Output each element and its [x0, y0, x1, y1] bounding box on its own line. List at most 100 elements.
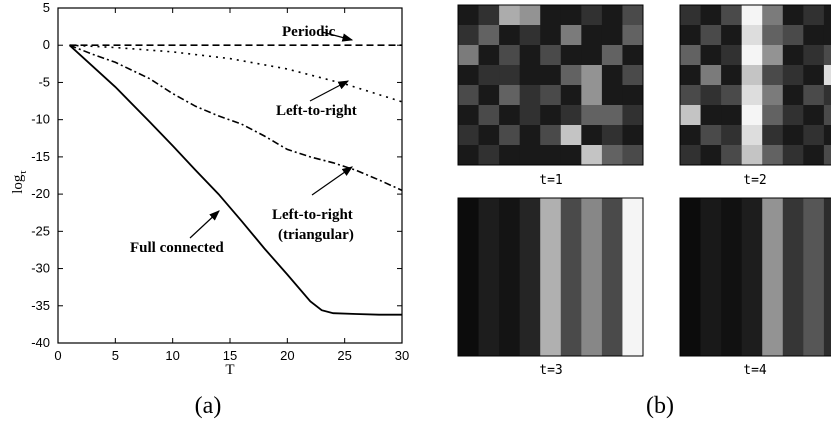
- heatmap-cell: [741, 105, 763, 126]
- heatmap-4: t=4: [679, 197, 831, 378]
- x-tick-label: 0: [54, 348, 61, 363]
- heatmap-column: [458, 198, 480, 356]
- y-tick-label: -35: [31, 298, 50, 313]
- heatmap-cell: [721, 25, 743, 46]
- heatmap-cell: [721, 45, 743, 66]
- x-tick-label: 30: [395, 348, 409, 363]
- heatmap-cell: [762, 125, 784, 146]
- heatmap-cell: [560, 45, 582, 66]
- heatmap-cell: [581, 65, 603, 86]
- heatmap-cell: [803, 85, 825, 106]
- heatmap-cell: [499, 145, 521, 166]
- heatmap-column: [680, 198, 702, 356]
- x-tick-label: 20: [280, 348, 294, 363]
- heatmap-cell: [721, 65, 743, 86]
- heatmap-column: [700, 198, 722, 356]
- heatmap-cell: [540, 5, 562, 26]
- heatmap-cell: [823, 125, 831, 146]
- heatmap-cell: [540, 105, 562, 126]
- heatmap-cell: [700, 145, 722, 166]
- heatmap-cell: [622, 25, 644, 46]
- heatmap-label: t=1: [539, 173, 562, 188]
- heatmap-cell: [721, 145, 743, 166]
- heatmap-1: t=1: [457, 4, 644, 188]
- y-tick-label: -10: [31, 112, 50, 127]
- heatmap-cell: [519, 65, 541, 86]
- panel-label-b: (b): [646, 393, 674, 419]
- heatmap-cell: [803, 145, 825, 166]
- heatmap-cell: [478, 125, 500, 146]
- heatmap-cell: [680, 85, 702, 106]
- heatmap-cell: [622, 85, 644, 106]
- heatmap-cell: [478, 105, 500, 126]
- heatmap-cell: [540, 145, 562, 166]
- heatmap-cell: [803, 5, 825, 26]
- heatmap-cell: [581, 5, 603, 26]
- heatmap-cell: [478, 145, 500, 166]
- heatmap-cell: [782, 25, 804, 46]
- y-tick-label: -25: [31, 223, 50, 238]
- heatmap-cell: [622, 145, 644, 166]
- heatmap-cell: [680, 125, 702, 146]
- heatmap-cell: [700, 25, 722, 46]
- heatmap-cell: [519, 85, 541, 106]
- heatmap-cell: [499, 65, 521, 86]
- heatmap-cell: [700, 65, 722, 86]
- heatmap-column: [762, 198, 784, 356]
- heatmap-cell: [622, 65, 644, 86]
- heatmap-cell: [601, 25, 623, 46]
- heatmap-cell: [803, 105, 825, 126]
- heatmap-cell: [741, 85, 763, 106]
- heatmap-cell: [680, 65, 702, 86]
- heatmap-cell: [700, 45, 722, 66]
- heatmap-cell: [499, 45, 521, 66]
- heatmap-cell: [823, 45, 831, 66]
- heatmap-cell: [782, 85, 804, 106]
- y-tick-label: -5: [38, 74, 50, 89]
- heatmap-column: [478, 198, 500, 356]
- heatmap-cell: [680, 45, 702, 66]
- heatmap-cell: [581, 125, 603, 146]
- heatmap-cell: [782, 65, 804, 86]
- heatmap-column: [741, 198, 763, 356]
- heatmap-cell: [560, 65, 582, 86]
- heatmap-cell: [540, 85, 562, 106]
- heatmap-cell: [782, 105, 804, 126]
- heatmap-cell: [560, 25, 582, 46]
- heatmap-cell: [721, 85, 743, 106]
- heatmap-column: [560, 198, 582, 356]
- heatmap-cell: [803, 65, 825, 86]
- heatmap-cell: [519, 5, 541, 26]
- heatmap-cell: [560, 105, 582, 126]
- heatmap-cell: [458, 85, 480, 106]
- heatmap-cell: [823, 105, 831, 126]
- annotation-label-line2: (triangular): [278, 227, 354, 243]
- heatmap-cell: [601, 105, 623, 126]
- x-axis: 0 5 10 15 20 25 30: [54, 8, 409, 363]
- heatmap-column: [803, 198, 825, 356]
- heatmap-cell: [458, 25, 480, 46]
- heatmap-column: [823, 198, 831, 356]
- heatmap-cell: [823, 5, 831, 26]
- heatmap-cell: [741, 5, 763, 26]
- heatmap-cell: [823, 25, 831, 46]
- heatmap-column: [622, 198, 644, 356]
- heatmap-column: [519, 198, 541, 356]
- heatmap-cell: [540, 65, 562, 86]
- heatmap-column: [499, 198, 521, 356]
- heatmap-cell: [803, 125, 825, 146]
- heatmap-cell: [762, 105, 784, 126]
- heatmap-cell: [782, 145, 804, 166]
- heatmap-cell: [680, 5, 702, 26]
- heatmap-cell: [823, 65, 831, 86]
- series-line-full-connected: [68, 44, 402, 316]
- y-tick-label: -15: [31, 149, 50, 164]
- heatmap-cell: [762, 5, 784, 26]
- heatmap-column: [782, 198, 804, 356]
- heatmap-column: [540, 198, 562, 356]
- heatmap-frame: [679, 197, 831, 357]
- heatmap-cell: [823, 145, 831, 166]
- heatmap-cell: [458, 145, 480, 166]
- heatmap-cell: [782, 125, 804, 146]
